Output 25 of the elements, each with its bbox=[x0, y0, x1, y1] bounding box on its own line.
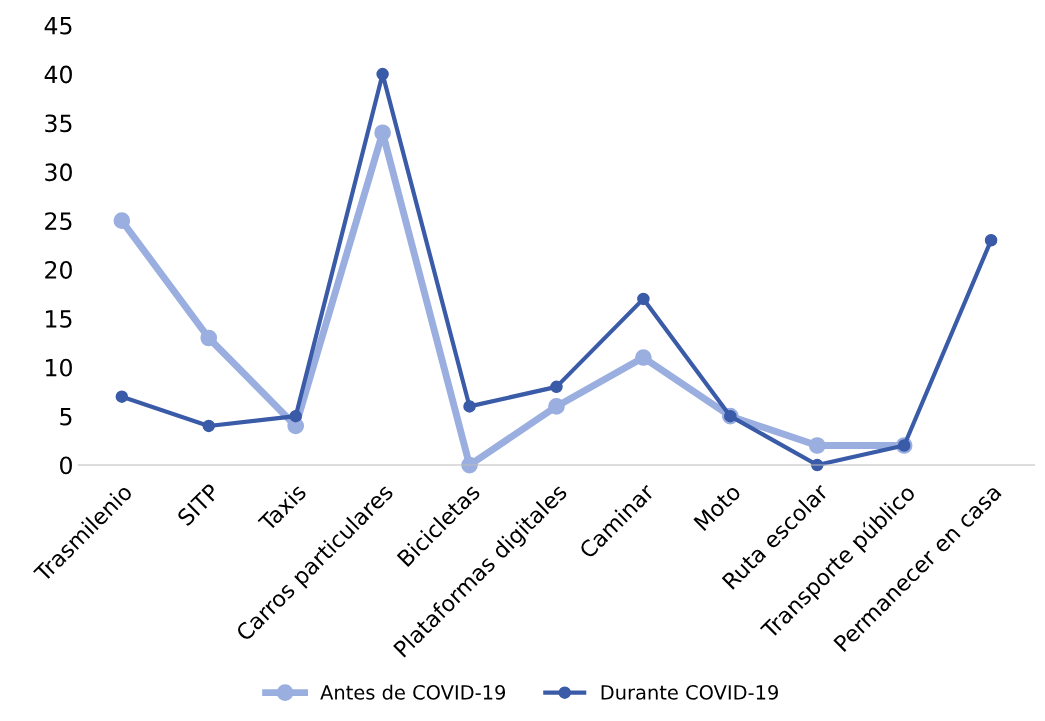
point bbox=[550, 380, 563, 394]
legend-label: Durante COVID-19 bbox=[601, 685, 778, 700]
point bbox=[200, 329, 218, 347]
y-tick-label: 10 bbox=[46, 358, 72, 377]
y-tick-label: 40 bbox=[44, 65, 72, 84]
point bbox=[637, 292, 650, 306]
y-tick-label: 35 bbox=[45, 114, 72, 133]
point bbox=[463, 400, 476, 413]
point bbox=[115, 390, 129, 403]
point bbox=[376, 67, 389, 81]
y-tick-label: 15 bbox=[46, 310, 72, 328]
point bbox=[113, 212, 131, 230]
point bbox=[808, 437, 826, 454]
legend-label: Antes de COVID-19 bbox=[320, 684, 506, 700]
point bbox=[984, 234, 998, 247]
y-tick-label: 5 bbox=[60, 407, 72, 426]
point bbox=[635, 349, 652, 366]
y-tick-label: 30 bbox=[45, 163, 72, 182]
y-tick-label: 0 bbox=[60, 456, 72, 475]
y-tick-label: 20 bbox=[45, 261, 72, 279]
point bbox=[289, 409, 302, 423]
point bbox=[548, 398, 565, 415]
y-tick-label: 25 bbox=[45, 212, 72, 231]
point bbox=[202, 419, 216, 433]
y-tick-label: 45 bbox=[44, 16, 72, 35]
